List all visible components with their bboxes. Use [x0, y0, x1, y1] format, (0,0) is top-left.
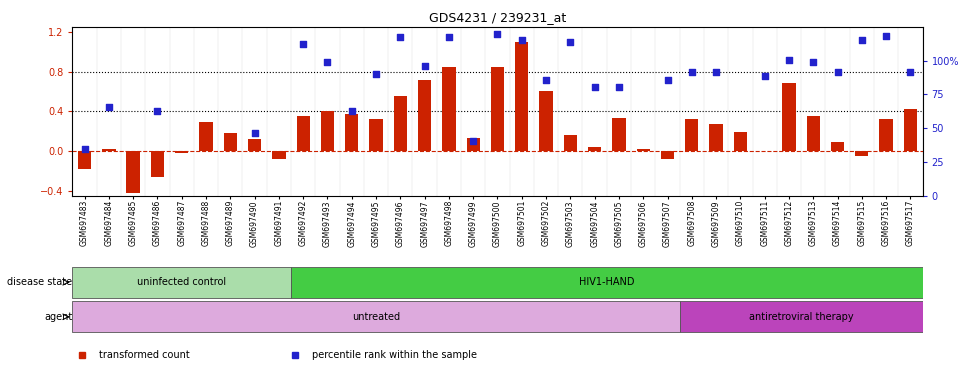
Bar: [248, 139, 261, 151]
Bar: [539, 91, 553, 151]
Bar: [680, 301, 923, 332]
Point: [757, 73, 773, 79]
Point: [441, 34, 457, 40]
Bar: [72, 267, 291, 298]
Point: [368, 71, 384, 77]
Text: untreated: untreated: [352, 312, 400, 322]
Bar: [637, 149, 650, 151]
Bar: [855, 151, 868, 156]
Bar: [78, 151, 91, 169]
Bar: [879, 119, 893, 151]
Bar: [345, 114, 358, 151]
Point: [902, 68, 918, 74]
Point: [806, 59, 821, 65]
Text: percentile rank within the sample: percentile rank within the sample: [312, 350, 477, 360]
Bar: [418, 79, 431, 151]
Bar: [685, 119, 698, 151]
Bar: [224, 133, 237, 151]
Point: [587, 83, 603, 89]
Text: antiretroviral therapy: antiretroviral therapy: [749, 312, 853, 322]
Bar: [199, 122, 213, 151]
Text: uninfected control: uninfected control: [137, 277, 226, 287]
Bar: [467, 138, 480, 151]
Point: [247, 130, 263, 136]
Bar: [807, 116, 820, 151]
Point: [708, 68, 724, 74]
Point: [466, 138, 481, 144]
Bar: [612, 118, 626, 151]
Bar: [291, 267, 923, 298]
Text: disease state: disease state: [7, 277, 72, 287]
Bar: [831, 142, 844, 151]
Point: [830, 68, 845, 74]
Point: [684, 68, 699, 74]
Title: GDS4231 / 239231_at: GDS4231 / 239231_at: [429, 11, 566, 24]
Bar: [661, 151, 674, 159]
Bar: [491, 67, 504, 151]
Point: [611, 83, 627, 89]
Point: [296, 41, 311, 47]
Bar: [588, 147, 601, 151]
Text: agent: agent: [44, 312, 72, 322]
Point: [392, 34, 408, 40]
Bar: [782, 83, 796, 151]
Point: [538, 76, 554, 83]
Bar: [369, 119, 383, 151]
Text: transformed count: transformed count: [99, 350, 190, 360]
Point: [854, 37, 869, 43]
Bar: [904, 109, 917, 151]
Point: [514, 37, 529, 43]
Bar: [297, 116, 310, 151]
Bar: [321, 111, 334, 151]
Point: [77, 146, 93, 152]
Point: [101, 104, 117, 111]
Bar: [127, 151, 140, 193]
Point: [781, 56, 797, 63]
Bar: [272, 151, 286, 159]
Point: [878, 33, 894, 39]
Bar: [564, 135, 577, 151]
Point: [490, 31, 505, 37]
Bar: [175, 151, 188, 153]
Bar: [151, 151, 164, 177]
Bar: [102, 149, 116, 151]
Bar: [515, 42, 528, 151]
Text: HIV1-HAND: HIV1-HAND: [579, 277, 635, 287]
Point: [562, 39, 578, 45]
Bar: [442, 67, 456, 151]
Point: [660, 76, 675, 83]
Point: [150, 108, 165, 114]
Bar: [734, 132, 747, 151]
Bar: [394, 96, 407, 151]
Point: [320, 59, 335, 65]
Bar: [72, 301, 680, 332]
Bar: [709, 124, 723, 151]
Point: [344, 108, 359, 114]
Point: [417, 63, 433, 69]
